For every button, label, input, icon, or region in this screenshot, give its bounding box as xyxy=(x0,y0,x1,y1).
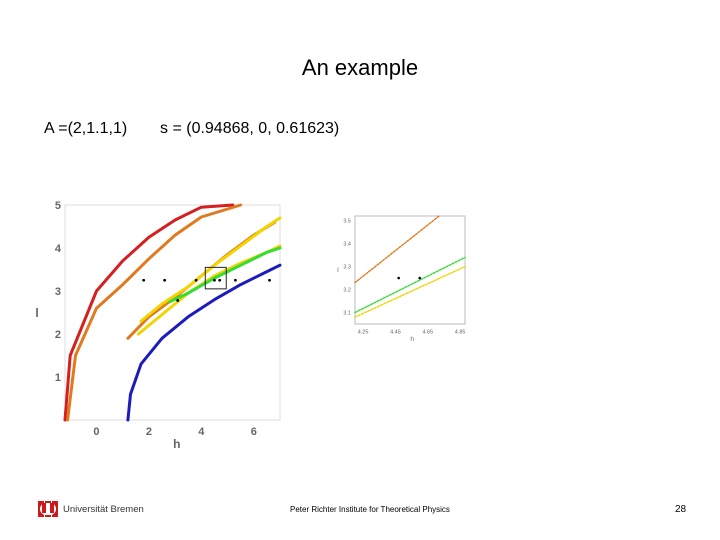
zoom-plot-x-tick-label-4: 4.85 xyxy=(455,330,466,336)
zoom-plot-point-2 xyxy=(418,276,422,280)
main-plot-y-tick-label-1: 1 xyxy=(55,372,61,384)
zoom-plot-x-tick-label-2: 4.45 xyxy=(390,330,401,336)
main-plot-curve-4 xyxy=(139,216,282,323)
main-plot-point-8 xyxy=(176,299,180,302)
main-plot-frame xyxy=(64,204,281,421)
zoom-plot-curve-1 xyxy=(354,215,440,284)
main-plot-point-6 xyxy=(234,278,237,282)
main-plot-x-tick-label-4: 6 xyxy=(251,426,257,438)
footer-institute: Peter Richter Institute for Theoretical … xyxy=(290,505,450,514)
formula-a: A =(2,1.1,1) xyxy=(44,120,128,137)
zoom-plot-curve-2 xyxy=(354,256,466,314)
slide-title: An example xyxy=(301,55,419,80)
zoom-plot-x-tick-label-1: 4.25 xyxy=(358,330,369,336)
university-logo-mark-icon xyxy=(38,501,58,517)
main-plot-x-tick-label-2: 2 xyxy=(146,426,152,438)
page-number: 28 xyxy=(675,504,687,515)
main-plot-curve-6 xyxy=(168,246,282,304)
main-plot-y-tick-label-4: 4 xyxy=(55,243,62,255)
zoom-plot-y-axis-label: l xyxy=(337,267,339,274)
university-logo: Universität Bremen xyxy=(37,499,157,521)
main-plot-point-1 xyxy=(142,278,146,282)
zoom-plot-y-tick-label-3: 3.3 xyxy=(343,264,351,270)
zoom-plot-y-tick-label-1: 3.1 xyxy=(343,310,351,316)
main-plot-curve-7 xyxy=(126,263,282,422)
main-plot: 0 2 4 6 1 2 3 4 5 h l xyxy=(35,200,282,451)
university-name: Universität Bremen xyxy=(63,504,144,515)
main-plot-point-3 xyxy=(194,278,198,282)
zoom-plot-frame xyxy=(354,215,466,325)
main-plot-y-tick-label-5: 5 xyxy=(55,200,61,212)
main-plot-curve-5 xyxy=(136,244,282,336)
main-plot-curve-2 xyxy=(66,203,243,422)
main-plot-point-4 xyxy=(213,278,216,282)
zoom-plot-y-tick-label-4: 3.4 xyxy=(343,241,351,247)
zoom-plot-point-1 xyxy=(397,276,400,280)
zoom-plot-x-axis-label: h xyxy=(410,336,414,343)
main-plot-zoom-box xyxy=(204,266,227,290)
main-plot-y-tick-label-2: 2 xyxy=(55,329,61,341)
main-plot-x-tick-label-3: 4 xyxy=(198,426,205,438)
zoom-plot-y-tick-label-5: 3.5 xyxy=(343,219,351,225)
zoom-plot-x-tick-label-3: 4.65 xyxy=(422,330,433,336)
main-plot-x-tick-label-1: 0 xyxy=(93,426,99,438)
main-plot-point-2 xyxy=(163,278,167,282)
main-plot-y-axis-label: l xyxy=(35,306,38,320)
main-plot-y-tick-label-3: 3 xyxy=(55,286,61,298)
formula-s: s = (0.94868, 0, 0.61623) xyxy=(160,120,340,137)
main-plot-curve-1 xyxy=(63,203,235,422)
zoom-plot-y-tick-label-2: 3.2 xyxy=(343,287,351,293)
main-plot-point-5 xyxy=(218,278,222,282)
main-plot-point-7 xyxy=(268,278,271,282)
main-plot-x-axis-label: h xyxy=(173,437,180,451)
zoom-plot: 4.25 4.45 4.65 4.85 3.1 3.2 3.3 3.4 3.5 h l xyxy=(337,215,466,343)
zoom-plot-curve-3 xyxy=(354,265,466,318)
